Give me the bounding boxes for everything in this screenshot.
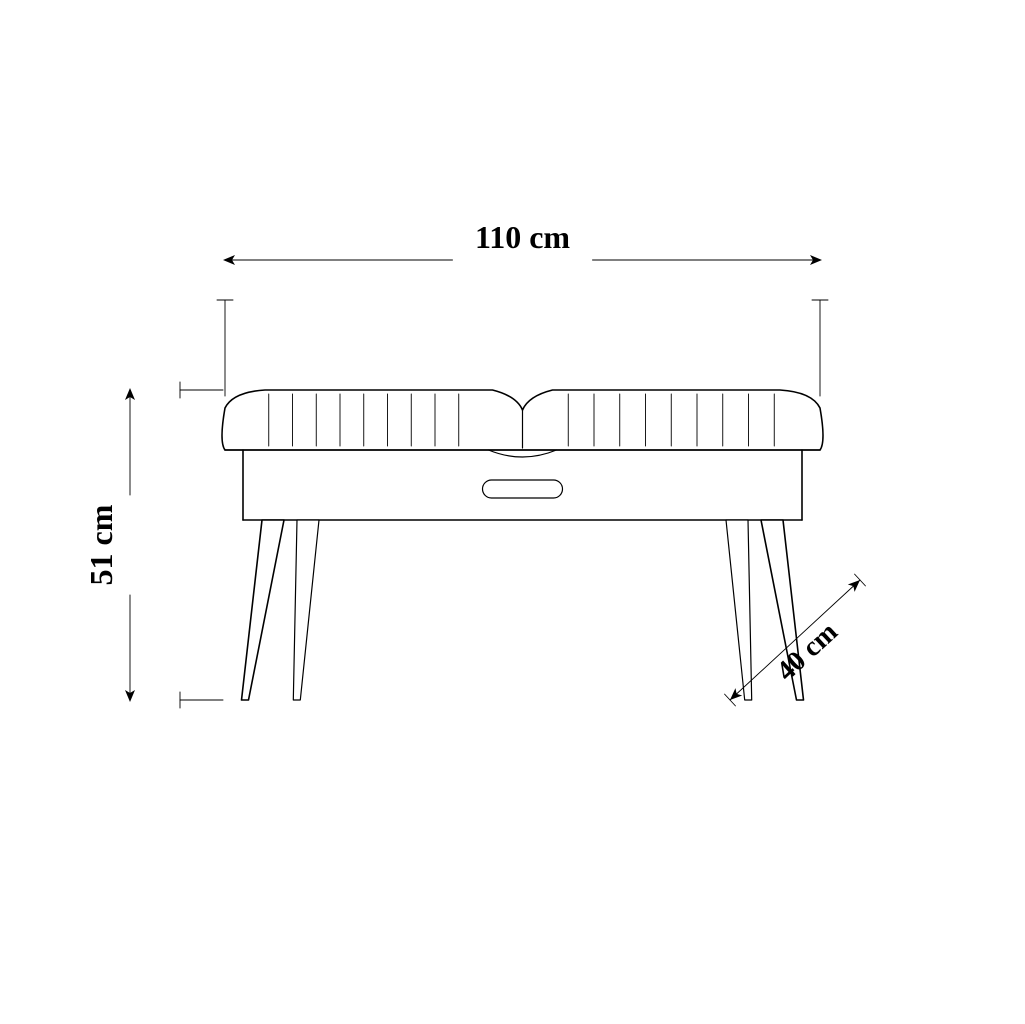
height-dimension-label: 51 cm xyxy=(83,504,119,585)
width-dimension-label: 110 cm xyxy=(475,219,570,255)
